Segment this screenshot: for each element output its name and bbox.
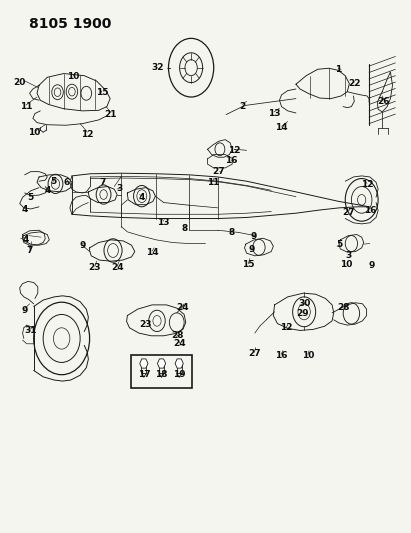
Polygon shape (157, 359, 166, 368)
Text: 15: 15 (96, 88, 108, 96)
Text: 12: 12 (361, 181, 373, 189)
Text: 18: 18 (155, 370, 168, 378)
Text: 27: 27 (212, 167, 225, 176)
Text: 20: 20 (14, 78, 26, 86)
Text: 27: 27 (248, 349, 261, 358)
Text: 7: 7 (99, 179, 106, 187)
Polygon shape (175, 359, 183, 368)
Text: 31: 31 (24, 326, 37, 335)
Text: 24: 24 (173, 340, 186, 348)
Text: 9: 9 (249, 245, 255, 254)
Text: 24: 24 (111, 263, 123, 272)
Text: 1: 1 (335, 66, 342, 74)
Text: 15: 15 (242, 261, 254, 269)
Text: 5: 5 (336, 240, 343, 248)
Text: 12: 12 (228, 147, 240, 155)
Text: 28: 28 (337, 303, 350, 311)
Text: 9: 9 (369, 261, 375, 270)
Polygon shape (140, 359, 148, 368)
Text: 6: 6 (64, 179, 70, 187)
Text: 23: 23 (89, 263, 101, 272)
Text: 3: 3 (345, 251, 352, 260)
Text: 10: 10 (302, 351, 314, 360)
Text: 4: 4 (139, 193, 145, 201)
Text: 24: 24 (176, 303, 189, 312)
Text: 23: 23 (140, 320, 152, 328)
Text: 9: 9 (21, 306, 28, 314)
Text: 2: 2 (239, 102, 246, 111)
Text: 11: 11 (20, 102, 32, 111)
Text: 17: 17 (138, 370, 150, 378)
Text: 9: 9 (79, 241, 85, 249)
Text: 21: 21 (105, 110, 117, 118)
Text: 5: 5 (50, 177, 57, 186)
Text: 8: 8 (182, 224, 188, 232)
Text: 16: 16 (225, 157, 238, 165)
Text: 16: 16 (275, 351, 287, 360)
Text: 26: 26 (378, 97, 390, 106)
Text: 10: 10 (340, 261, 353, 269)
Text: 32: 32 (152, 63, 164, 72)
Text: 14: 14 (275, 124, 288, 132)
Text: 16: 16 (364, 206, 376, 214)
Text: 5: 5 (27, 193, 34, 202)
Text: 11: 11 (207, 178, 219, 187)
Text: 13: 13 (268, 109, 280, 118)
Text: 30: 30 (298, 299, 310, 308)
Text: 12: 12 (280, 324, 293, 332)
Text: 9: 9 (250, 232, 257, 240)
Text: 27: 27 (342, 208, 355, 217)
Text: 14: 14 (146, 248, 158, 256)
Text: 12: 12 (81, 130, 94, 139)
Text: 4: 4 (23, 236, 29, 244)
Text: 10: 10 (67, 72, 79, 80)
Text: 19: 19 (173, 370, 185, 378)
Text: 8: 8 (229, 228, 235, 237)
Text: 4: 4 (44, 186, 51, 195)
Text: 13: 13 (157, 218, 170, 227)
Text: 8105 1900: 8105 1900 (29, 17, 111, 31)
Text: 3: 3 (116, 184, 122, 193)
Text: 10: 10 (28, 128, 40, 136)
Text: 7: 7 (27, 246, 33, 255)
Text: 29: 29 (296, 309, 309, 318)
Text: 4: 4 (21, 205, 28, 214)
Text: 22: 22 (348, 79, 360, 88)
Text: 28: 28 (171, 332, 184, 340)
